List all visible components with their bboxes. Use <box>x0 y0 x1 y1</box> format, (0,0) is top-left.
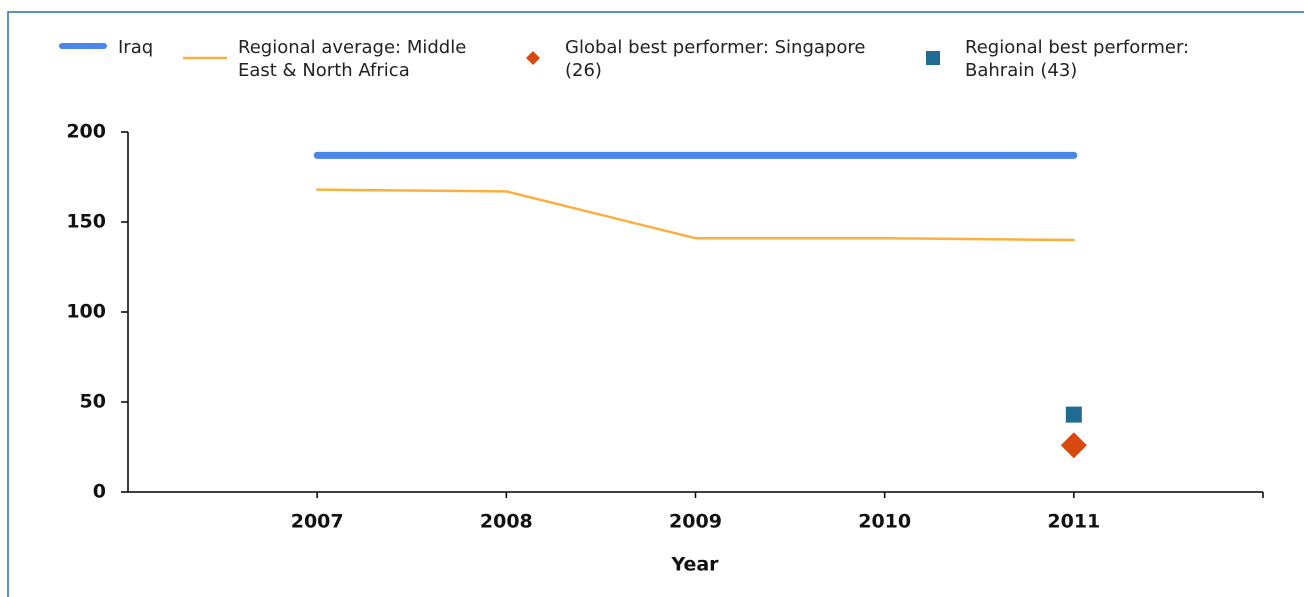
legend-label: Global best performer: Singapore (26) <box>565 37 866 81</box>
series-line <box>315 188 1076 242</box>
x-tick-label: 2011 <box>1047 511 1100 533</box>
x-axis-label: Year <box>670 554 719 576</box>
x-tick-label: 2010 <box>858 511 911 533</box>
legend-label: Regional average: Middle East & North Af… <box>238 37 467 81</box>
point-marker <box>1065 406 1082 423</box>
legend-label: Iraq <box>118 37 154 58</box>
frame-border <box>7 11 1304 597</box>
y-tick-label: 200 <box>66 121 106 143</box>
y-tick-label: 150 <box>66 211 106 233</box>
legend-label: Regional best performer: Bahrain (43) <box>965 37 1190 81</box>
x-tick-label: 2009 <box>669 511 722 533</box>
legend-symbol <box>526 51 540 65</box>
y-tick-label: 0 <box>93 481 106 503</box>
y-tick-label: 50 <box>80 391 106 413</box>
point-marker <box>1060 432 1087 459</box>
x-tick-label: 2008 <box>480 511 533 533</box>
legend-symbol <box>926 51 940 65</box>
y-tick-label: 100 <box>66 301 106 323</box>
x-tick-label: 2007 <box>291 511 344 533</box>
